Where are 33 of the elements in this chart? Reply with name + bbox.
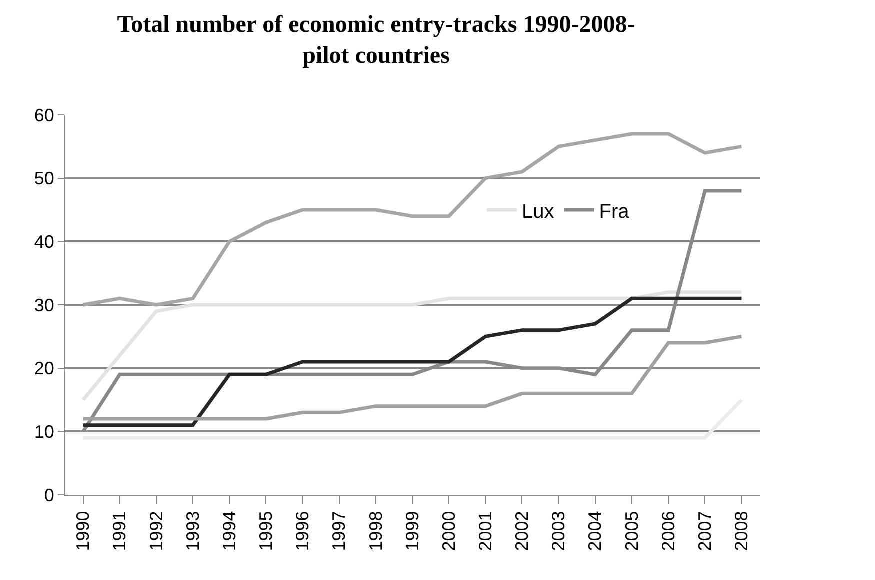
legend-label: Lux <box>522 200 554 223</box>
y-tick-label: 30 <box>34 295 54 316</box>
x-tick-label: 2008 <box>732 511 752 552</box>
y-tick-label: 40 <box>34 232 54 252</box>
y-tick-label: 50 <box>34 168 54 189</box>
y-tick-label: 20 <box>34 358 54 379</box>
chart-title: Total number of economic entry-tracks 1990-2008- pilot countries <box>117 12 636 70</box>
x-tick-label: 2001 <box>476 511 496 552</box>
y-tick-label: 0 <box>44 485 54 506</box>
x-tick-label: 1997 <box>329 511 350 552</box>
x-tick-label: 1991 <box>110 511 130 552</box>
x-tick-label: 1992 <box>146 511 166 552</box>
x-tick-label: 1998 <box>366 511 386 552</box>
x-tick-label: 1990 <box>73 511 94 552</box>
x-tick-label: 2007 <box>694 511 715 552</box>
x-tick-label: 2005 <box>622 511 642 552</box>
line-series <box>82 296 744 428</box>
line-series <box>82 132 744 307</box>
y-tick-label: 60 <box>34 105 54 126</box>
x-tick-label: 1994 <box>219 511 240 552</box>
x-tick-label: 2006 <box>658 511 678 552</box>
x-tick-label: 2000 <box>438 511 459 552</box>
x-tick-label: 1995 <box>256 511 276 552</box>
legend-label: Fra <box>599 200 630 223</box>
x-tick-label: 1999 <box>402 511 422 552</box>
x-tick-label: 2002 <box>512 511 532 552</box>
x-tick-label: 2003 <box>548 511 569 552</box>
x-tick-label: 1993 <box>182 511 203 552</box>
line-series <box>82 290 744 402</box>
x-tick-label: 2004 <box>585 511 606 552</box>
line-series <box>82 334 744 421</box>
x-tick-label: 1996 <box>292 511 313 552</box>
y-tick-label: 10 <box>34 422 54 442</box>
